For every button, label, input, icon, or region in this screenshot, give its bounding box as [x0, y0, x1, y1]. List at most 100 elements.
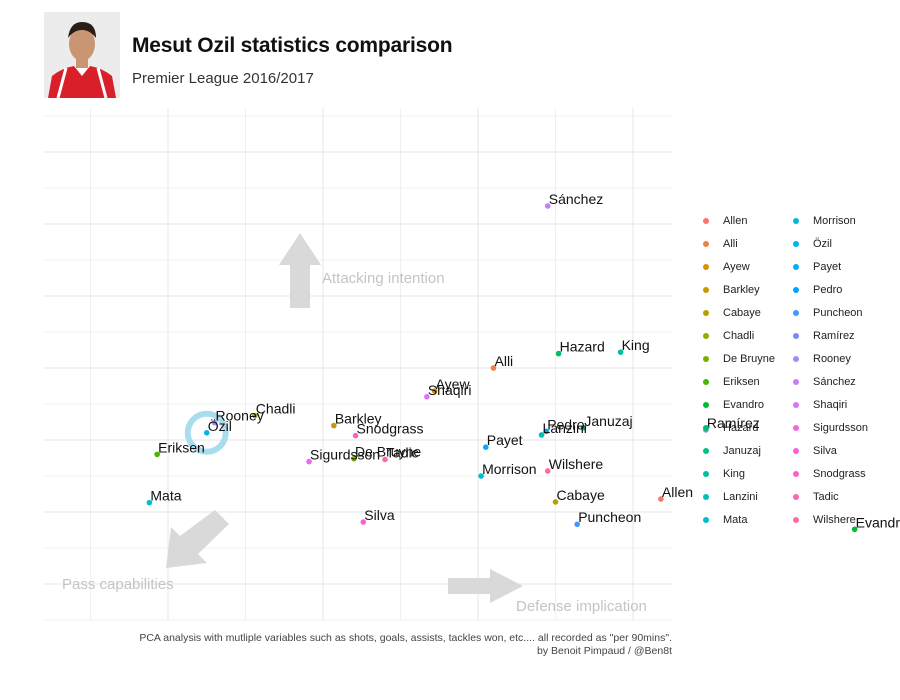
point-payet [482, 444, 489, 451]
legend-swatch [793, 379, 799, 385]
point-ayew [431, 388, 438, 394]
plot-annotations: Attacking intention Pass capabilities De… [62, 233, 647, 615]
legend-item: King [700, 467, 745, 481]
legend-label: Morrison [813, 215, 856, 227]
chart-title: Mesut Ozil statistics comparison [132, 34, 453, 57]
legend-label: Rooney [813, 353, 851, 365]
point-morrison [478, 473, 484, 479]
data-points [146, 203, 858, 533]
point-king [617, 349, 624, 355]
point-label: Rooney [216, 408, 264, 424]
legend-item: Mata [700, 513, 747, 527]
point-label: King [622, 337, 650, 353]
plot-grid [44, 108, 672, 621]
point-tadic [382, 456, 388, 463]
legend-swatch [793, 218, 799, 224]
point-label: Pedro [547, 416, 585, 432]
point-label: Cabaye [557, 487, 605, 503]
legend-item: Allen [700, 214, 747, 228]
point-label: Morrison [482, 461, 536, 477]
point-label: Özil [208, 417, 232, 434]
legend-swatch [703, 402, 709, 408]
highlight-ring-circle [184, 410, 229, 455]
legend-label: Silva [813, 445, 837, 457]
point-label: Allen [662, 484, 693, 500]
legend-swatch [703, 356, 709, 362]
legend-swatch [793, 471, 799, 477]
point-özil [203, 430, 210, 436]
legend-swatch [703, 264, 709, 270]
point-pedro [543, 428, 549, 435]
legend-label: Chadli [723, 330, 755, 342]
legend-swatch [793, 310, 799, 316]
legend-item: De Bruyne [700, 352, 775, 366]
legend-swatch [793, 264, 799, 270]
player-photo [44, 12, 120, 98]
point-januzaj [580, 424, 587, 431]
legend-swatch [793, 402, 799, 408]
point-evandro [851, 526, 858, 533]
legend-swatch [703, 448, 709, 454]
legend-swatch [793, 425, 799, 431]
point-label: Ramírez [707, 415, 760, 431]
legend-swatch [703, 333, 709, 339]
point-mata [146, 499, 153, 506]
legend-swatch [793, 333, 799, 339]
point-label: Ayew [436, 376, 471, 392]
legend-label: Özil [813, 238, 832, 250]
legend-label: Puncheon [813, 307, 863, 319]
point-alli [490, 365, 497, 371]
pass-arrow [166, 510, 229, 568]
legend-item: Ramírez [790, 329, 855, 343]
legend-item: Sánchez [790, 375, 856, 389]
legend-item: Pedro [790, 283, 842, 297]
point-label: Wilshere [549, 456, 604, 472]
legend-label: Cabaye [723, 307, 761, 319]
point-allen [658, 496, 664, 502]
point-wilshere [544, 468, 551, 474]
caption-line-1: PCA analysis with mutliple variables suc… [139, 632, 672, 644]
legend-item: Sigurdsson [790, 421, 868, 435]
legend-swatch [703, 218, 709, 224]
legend-item: Tadic [790, 490, 839, 504]
highlight-ring [184, 410, 229, 455]
caption: PCA analysis with mutliple variables suc… [139, 632, 672, 658]
legend-label: Ayew [723, 261, 750, 273]
legend-label: Barkley [723, 284, 760, 296]
legend-label: De Bruyne [723, 353, 775, 365]
legend-item: Evandro [700, 398, 764, 412]
point-de-bruyne [351, 455, 357, 462]
legend-item: Payet [790, 260, 841, 274]
point-puncheon [574, 521, 580, 528]
legend-label: Allen [723, 215, 748, 227]
legend-swatch [793, 241, 799, 247]
legend-swatch [793, 517, 799, 523]
legend-swatch [703, 287, 709, 293]
legend-swatch [793, 448, 799, 454]
legend-label: Shaqiri [813, 399, 848, 411]
legend-label: Pedro [813, 284, 843, 296]
point-hazard [555, 350, 562, 357]
pass-label: Pass capabilities [62, 576, 174, 593]
legend-item: Chadli [700, 329, 754, 343]
legend-item: Alli [700, 237, 738, 251]
legend-label: Sánchez [813, 376, 856, 388]
legend-item: Hazard [700, 421, 758, 435]
point-cabaye [552, 499, 559, 505]
legend-item: Eriksen [700, 375, 760, 389]
legend-item: Puncheon [790, 306, 863, 320]
legend-item: Morrison [790, 214, 856, 228]
legend-swatch [793, 494, 799, 500]
legend-label: Mata [723, 514, 748, 526]
point-label: De Bruyne [355, 444, 421, 460]
legend-swatch [703, 494, 709, 500]
caption-line-2: by Benoit Pimpaud / @Ben8t [537, 645, 672, 657]
legend-item: Lanzini [700, 490, 758, 504]
legend-item: Barkley [700, 283, 760, 297]
legend-item: Januzaj [700, 444, 761, 458]
point-barkley [331, 422, 337, 429]
legend-item: Shaqiri [790, 398, 847, 412]
attacking-arrow [279, 233, 321, 308]
data-labels: Allen Alli Ayew Barkley Cabaye Chadli De Bruyn… [150, 191, 900, 530]
point-label: Alli [495, 353, 514, 369]
